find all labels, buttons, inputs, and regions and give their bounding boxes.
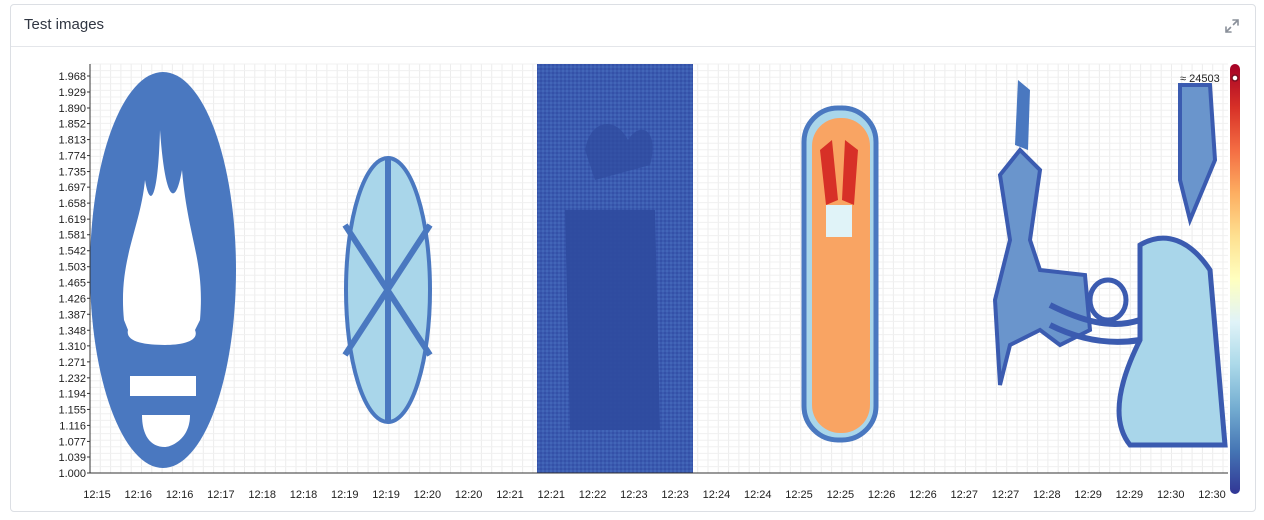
y-tick-label: 1.000	[58, 468, 86, 480]
x-tick-label: 12:25	[785, 489, 813, 501]
y-tick-label: 1.503	[58, 262, 86, 274]
y-tick-label: 1.077	[58, 436, 86, 448]
x-tick-label: 12:28	[1033, 489, 1061, 501]
x-tick-label: 12:27	[992, 489, 1020, 501]
image-snowflake	[342, 156, 433, 424]
y-tick-label: 1.813	[58, 135, 86, 147]
y-tick-label: 1.929	[58, 87, 86, 99]
color-legend: ≈ 24503	[1180, 64, 1240, 494]
x-tick-label: 12:30	[1198, 489, 1226, 501]
heatmap-images	[90, 64, 1228, 473]
x-axis: 12:15 12:16 12:16 12:17 12:18 12:18 12:19 12:19…	[83, 472, 1228, 501]
x-tick-label: 12:25	[827, 489, 855, 501]
y-tick-label: 1.310	[58, 341, 86, 353]
y-tick-label: 1.465	[58, 277, 86, 289]
x-tick-label: 12:24	[703, 489, 731, 501]
image-sleigh-reindeer	[992, 80, 1228, 448]
x-tick-label: 12:26	[909, 489, 937, 501]
x-tick-label: 12:20	[414, 489, 442, 501]
x-tick-label: 12:26	[868, 489, 896, 501]
x-tick-label: 12:30	[1157, 489, 1185, 501]
y-tick-label: 1.968	[58, 71, 86, 83]
y-tick-label: 1.852	[58, 119, 86, 131]
panel-title: Test images	[24, 16, 105, 33]
image-flame-logo	[90, 72, 236, 468]
y-tick-label: 1.735	[58, 167, 86, 179]
x-tick-label: 12:22	[579, 489, 607, 501]
x-tick-label: 12:20	[455, 489, 483, 501]
x-tick-label: 12:16	[166, 489, 194, 501]
x-tick-label: 12:23	[661, 489, 689, 501]
x-tick-label: 12:23	[620, 489, 648, 501]
y-tick-label: 1.697	[58, 182, 86, 194]
x-tick-label: 12:18	[248, 489, 276, 501]
panel-header: Test images	[11, 5, 1255, 47]
y-tick-label: 1.348	[58, 325, 86, 337]
image-fluffy-figure	[801, 105, 879, 443]
y-tick-label: 1.116	[59, 420, 86, 432]
y-tick-label: 1.039	[58, 452, 86, 464]
colorbar	[1230, 64, 1240, 494]
y-tick-label: 1.194	[58, 388, 86, 400]
x-tick-label: 12:29	[1074, 489, 1102, 501]
x-tick-label: 12:29	[1116, 489, 1144, 501]
y-tick-label: 1.271	[58, 357, 86, 369]
x-tick-label: 12:18	[290, 489, 318, 501]
y-tick-label: 1.619	[58, 214, 86, 226]
y-axis: 1.968 1.929 1.890 1.852 1.813 1.774 1.735 1.697…	[58, 64, 91, 480]
y-tick-label: 1.155	[58, 404, 86, 416]
x-tick-label: 12:17	[207, 489, 235, 501]
y-tick-label: 1.426	[58, 293, 86, 305]
x-tick-label: 12:19	[331, 489, 359, 501]
x-tick-label: 12:27	[950, 489, 978, 501]
y-tick-label: 1.890	[58, 103, 86, 115]
y-tick-label: 1.232	[58, 373, 86, 385]
y-tick-label: 1.542	[58, 246, 86, 258]
y-tick-label: 1.387	[58, 309, 86, 321]
expand-icon[interactable]	[1223, 17, 1241, 35]
legend-handle[interactable]	[1231, 74, 1239, 82]
x-tick-label: 12:16	[125, 489, 153, 501]
legend-max-label: ≈ 24503	[1180, 73, 1220, 85]
x-tick-label: 12:21	[537, 489, 565, 501]
image-gift-box	[537, 64, 693, 473]
x-tick-label: 12:15	[83, 489, 111, 501]
x-tick-label: 12:24	[744, 489, 772, 501]
y-tick-label: 1.774	[58, 151, 86, 163]
y-tick-label: 1.581	[58, 230, 86, 242]
y-tick-label: 1.658	[58, 198, 86, 210]
x-tick-label: 12:21	[496, 489, 524, 501]
x-tick-label: 12:19	[372, 489, 400, 501]
